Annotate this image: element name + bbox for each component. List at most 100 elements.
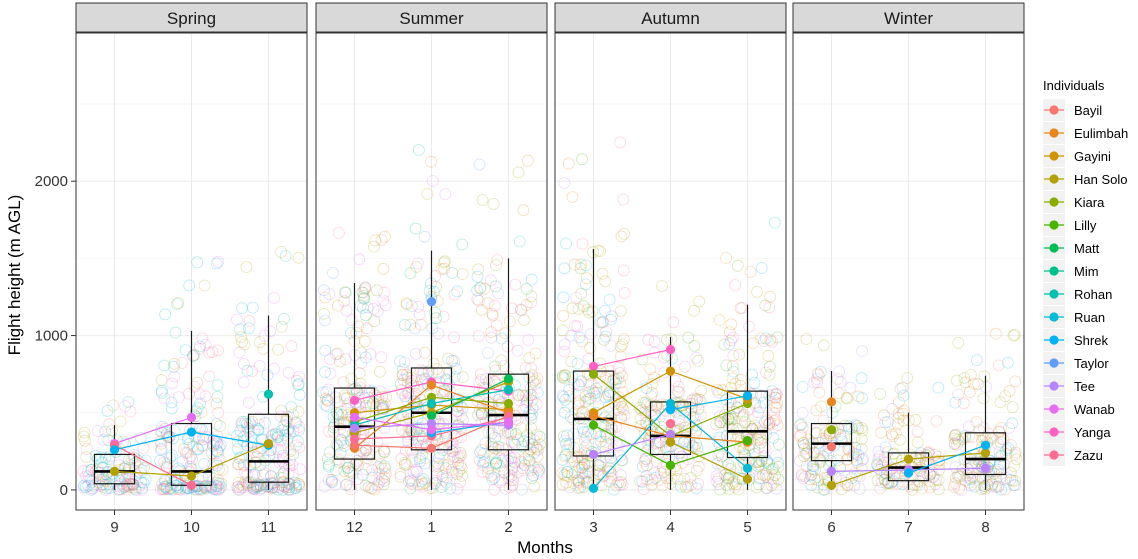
raw-point <box>359 335 371 348</box>
median-point-tee <box>349 423 360 433</box>
raw-point <box>203 346 216 359</box>
raw-point <box>720 393 733 406</box>
raw-point <box>525 290 538 303</box>
x-tick-label: 1 <box>427 519 435 536</box>
raw-point <box>231 313 243 326</box>
raw-point <box>471 284 484 297</box>
raw-point <box>357 446 370 459</box>
raw-point <box>992 359 1005 372</box>
raw-point <box>446 266 459 279</box>
raw-point <box>558 369 571 382</box>
raw-point <box>614 376 626 389</box>
raw-point <box>155 384 168 397</box>
raw-point <box>372 461 385 474</box>
raw-point <box>245 436 258 449</box>
raw-point <box>209 434 222 447</box>
raw-point <box>373 365 386 378</box>
raw-point <box>599 304 611 317</box>
raw-point <box>186 349 199 362</box>
raw-point <box>874 482 887 495</box>
raw-point <box>673 412 685 425</box>
median-point-ruan <box>588 483 599 493</box>
raw-point <box>160 482 173 495</box>
raw-point <box>280 414 293 427</box>
raw-point <box>378 443 390 456</box>
raw-point <box>901 372 914 384</box>
raw-point <box>472 391 485 404</box>
raw-point <box>82 479 95 492</box>
raw-point <box>498 465 511 478</box>
raw-point <box>634 401 646 414</box>
raw-point <box>246 301 259 314</box>
raw-point <box>685 404 698 417</box>
raw-point <box>158 480 171 493</box>
raw-point <box>429 474 442 487</box>
raw-point <box>188 380 201 393</box>
raw-point <box>371 478 384 491</box>
raw-point <box>505 455 518 468</box>
raw-point <box>321 400 333 413</box>
raw-point <box>759 416 771 429</box>
raw-point <box>235 481 248 494</box>
raw-point <box>760 456 773 469</box>
raw-point <box>872 445 885 458</box>
raw-point <box>334 433 347 446</box>
median-point-tee <box>826 466 837 476</box>
raw-point <box>456 371 469 384</box>
raw-point <box>89 478 102 491</box>
raw-point <box>212 255 225 268</box>
raw-point <box>247 480 260 493</box>
raw-point <box>172 391 185 404</box>
raw-point <box>481 346 494 359</box>
raw-point <box>810 404 823 417</box>
raw-point <box>573 331 586 344</box>
raw-point <box>238 458 251 471</box>
raw-point <box>800 460 813 473</box>
raw-point <box>94 479 106 492</box>
raw-point <box>246 469 259 482</box>
raw-point <box>580 439 593 452</box>
raw-point <box>606 423 618 436</box>
raw-point <box>723 471 735 484</box>
raw-point <box>396 369 409 382</box>
raw-point <box>715 458 728 471</box>
legend-label: Han Solo <box>1074 172 1127 187</box>
raw-point <box>526 369 539 382</box>
raw-point <box>993 446 1006 458</box>
raw-point <box>618 287 631 299</box>
raw-point <box>617 403 630 416</box>
raw-point <box>923 468 936 481</box>
raw-point <box>127 478 140 491</box>
raw-point <box>591 386 603 399</box>
raw-point <box>436 470 449 483</box>
raw-point <box>154 425 167 437</box>
raw-point <box>119 400 132 413</box>
raw-point <box>487 197 500 210</box>
raw-point <box>671 385 684 398</box>
raw-point <box>394 468 407 481</box>
raw-point <box>634 475 646 488</box>
raw-point <box>330 438 343 451</box>
raw-point <box>414 452 426 465</box>
raw-point <box>846 450 859 463</box>
raw-point <box>250 480 263 493</box>
raw-point <box>279 250 292 263</box>
raw-point <box>855 421 868 434</box>
median-point-tee <box>588 449 599 459</box>
raw-point <box>1009 474 1021 487</box>
raw-point <box>772 438 785 451</box>
box-iqr <box>333 387 376 460</box>
raw-point <box>427 285 440 298</box>
raw-point <box>856 392 868 405</box>
raw-point <box>216 463 229 476</box>
raw-point <box>878 473 891 486</box>
raw-point <box>642 333 655 346</box>
raw-point <box>451 285 464 298</box>
raw-point <box>959 474 972 487</box>
raw-point <box>770 449 783 462</box>
raw-point <box>398 458 411 471</box>
raw-point <box>253 336 266 349</box>
raw-point <box>952 470 965 483</box>
raw-point <box>164 452 177 464</box>
median-point-kiara <box>826 425 837 435</box>
